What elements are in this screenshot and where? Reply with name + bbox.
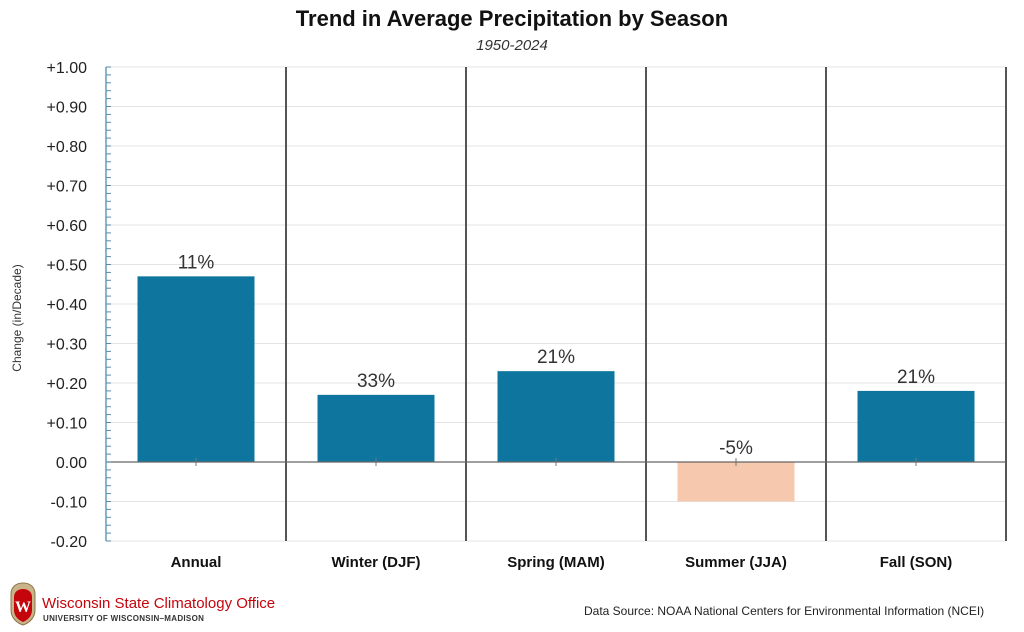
bar-fall-son [857, 390, 975, 462]
x-tick-label: Spring (MAM) [507, 554, 604, 571]
zero-line [106, 458, 1006, 466]
y-tick-label: +0.60 [47, 218, 88, 235]
y-tick-labels: +1.00 +0.90 +0.80 +0.70 +0.60 +0.50 +0.40 +0.30… [47, 60, 88, 551]
y-tick-label: +0.70 [47, 179, 88, 196]
y-tick-label: +0.40 [47, 297, 88, 314]
x-tick-labels: Annual Winter (DJF) Spring (MAM) Summer (JJ… [171, 554, 953, 571]
x-tick-label: Annual [171, 554, 222, 571]
bars [137, 276, 975, 502]
data-labels: 11% 33% 21% -5% 21% [178, 252, 935, 459]
data-label: 11% [178, 252, 215, 273]
gridlines [106, 66, 1006, 542]
x-tick-label: Fall (SON) [880, 554, 953, 571]
y-tick-label: +0.50 [47, 258, 88, 275]
bar-spring-mam [497, 371, 615, 462]
data-label: 21% [537, 347, 575, 368]
y-tick-label: +0.30 [47, 337, 88, 354]
y-tick-label: -0.10 [51, 495, 88, 512]
bar-winter-djf [317, 394, 435, 462]
data-label: -5% [719, 438, 753, 459]
y-tick-label: +0.80 [47, 139, 88, 156]
x-tick-label: Winter (DJF) [331, 554, 420, 571]
data-label: 33% [357, 371, 395, 392]
y-axis [105, 66, 111, 542]
y-tick-label: +0.10 [47, 416, 88, 433]
chart-subtitle: 1950-2024 [476, 37, 548, 54]
y-tick-label: +0.90 [47, 100, 88, 117]
y-axis-label: Change (in/Decade) [10, 264, 24, 372]
bar-summer-jja [677, 462, 795, 502]
y-tick-label: -0.20 [51, 534, 88, 551]
x-tick-label: Summer (JJA) [685, 554, 787, 571]
svg-text:W: W [15, 599, 31, 616]
data-source: Data Source: NOAA National Centers for E… [584, 604, 985, 618]
bar-annual [137, 276, 255, 462]
data-label: 21% [897, 367, 935, 388]
chart-title: Trend in Average Precipitation by Season [295, 6, 729, 31]
y-tick-label: +0.20 [47, 376, 88, 393]
y-tick-label: 0.00 [56, 455, 87, 472]
org-name: Wisconsin State Climatology Office [42, 595, 276, 612]
uw-crest-logo-icon: W [10, 582, 36, 626]
org-subtitle: UNIVERSITY OF WISCONSIN–MADISON [43, 614, 205, 623]
y-tick-label: +1.00 [47, 60, 88, 77]
